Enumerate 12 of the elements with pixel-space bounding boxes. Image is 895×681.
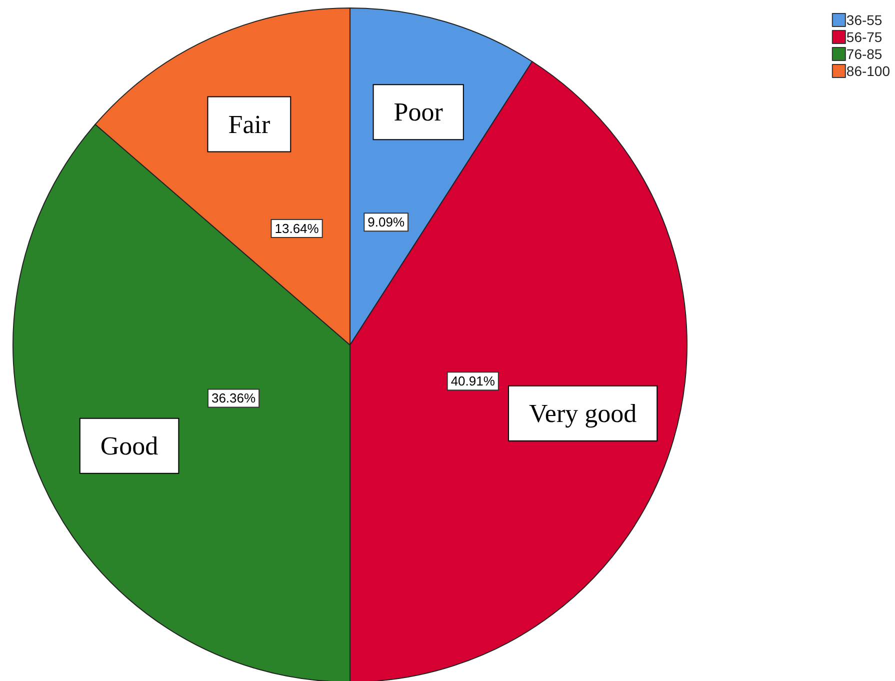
- legend-label: 76-85: [846, 46, 882, 62]
- data-label: 9.09%: [368, 214, 405, 230]
- text: Poor: [394, 98, 444, 127]
- legend-label: 86-100: [846, 63, 890, 79]
- text: Very good: [529, 398, 637, 428]
- text: Fair: [228, 110, 270, 139]
- data-label: 40.91%: [450, 374, 496, 389]
- legend-label: 36-55: [846, 12, 882, 28]
- data-label: 36.36%: [211, 390, 256, 406]
- data-label: 13.64%: [274, 221, 320, 236]
- text: Good: [100, 431, 158, 460]
- legend-label: 56-75: [846, 29, 882, 45]
